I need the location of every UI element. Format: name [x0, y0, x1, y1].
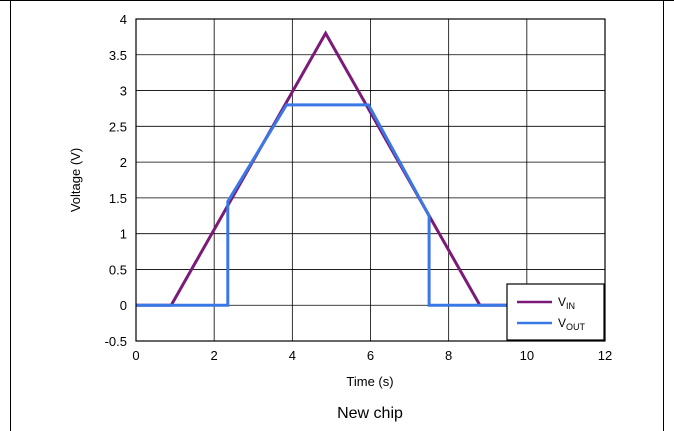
legend-label-vout-sub: OUT [566, 322, 586, 332]
y-tick-label: 2.5 [109, 119, 127, 134]
y-tick-label: 3 [120, 84, 127, 99]
legend-label-vin-main: V [558, 295, 566, 309]
y-tick-label: 1 [120, 227, 127, 242]
x-tick-label: 0 [132, 348, 139, 363]
series-line-vout [136, 103, 508, 307]
legend-label-vin-sub: IN [566, 301, 575, 311]
legend: VIN VOUT [506, 283, 605, 341]
x-tick-label: 10 [520, 348, 534, 363]
tick-labels: 0 2 4 6 8 10 12 -0.5 0 0.5 1 1.5 2 2.5 3 3.5 4 [105, 12, 613, 363]
y-tick-label: 3.5 [109, 48, 127, 63]
y-tick-label: 0.5 [109, 262, 127, 277]
x-axis-title: Time (s) [346, 374, 393, 389]
y-axis-title: Voltage (V) [68, 148, 83, 212]
series-line-vin [136, 30, 508, 307]
legend-label-vin: VIN [558, 295, 575, 311]
caption: New chip [337, 405, 403, 422]
y-tick-label: 4 [120, 12, 127, 27]
plot-area-border [135, 18, 606, 342]
x-tick-label: 8 [445, 348, 452, 363]
x-tick-label: 4 [289, 348, 296, 363]
x-tick-label: 12 [598, 348, 612, 363]
y-tick-label: 1.5 [109, 191, 127, 206]
x-tick-label: 2 [211, 348, 218, 363]
y-tick-label: 2 [120, 155, 127, 170]
series-group [136, 30, 508, 307]
legend-label-vout-main: V [558, 316, 566, 330]
legend-box [506, 283, 605, 341]
legend-label-vout: VOUT [558, 316, 586, 332]
x-tick-label: 6 [367, 348, 374, 363]
y-tick-label: 0 [120, 298, 127, 313]
y-tick-label: -0.5 [105, 334, 127, 349]
